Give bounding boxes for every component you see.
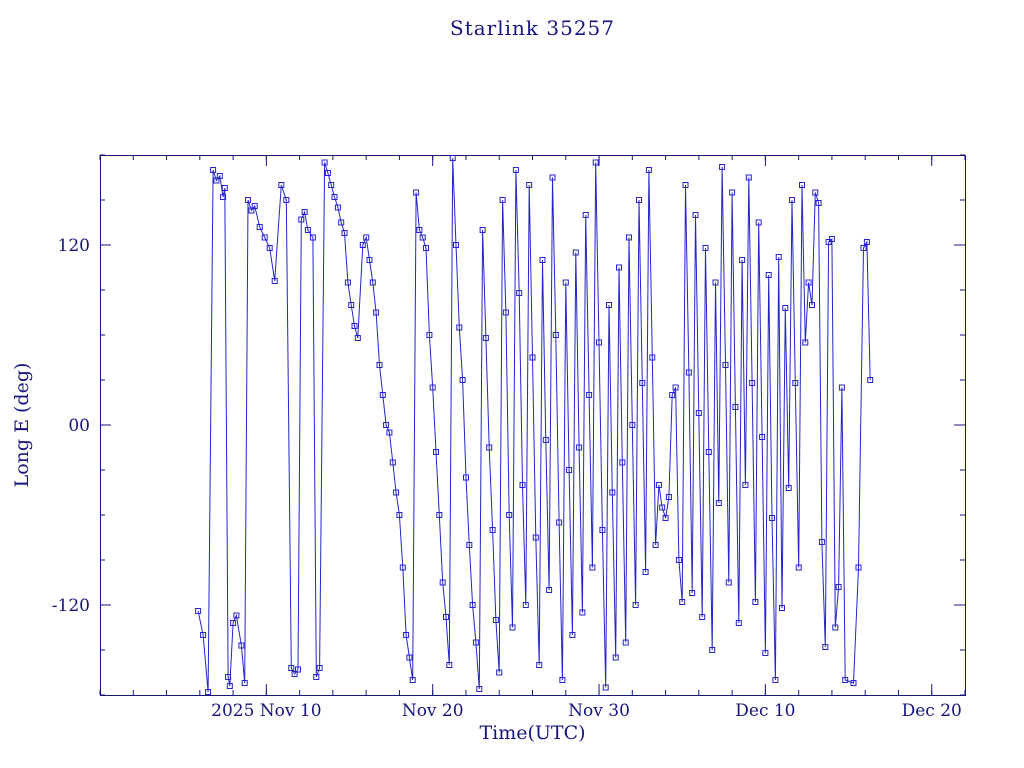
x-tick-label: Dec 10 [735, 701, 795, 721]
data-line [197, 157, 871, 693]
x-tick-label: Nov 30 [568, 701, 630, 721]
y-tick-label: -120 [52, 596, 90, 616]
data-series [195, 155, 874, 695]
plot-axes [99, 154, 966, 696]
chart-title: Starlink 35257 [450, 16, 615, 40]
x-axis-label: Time(UTC) [479, 722, 586, 744]
tick-labels: 2025 Nov 10 Nov 20 Nov 30 Dec 10 Dec 20 120 00… [52, 236, 962, 721]
x-tick-label: Dec 20 [902, 701, 962, 721]
data-markers [195, 155, 874, 695]
x-tick-label: 2025 Nov 10 [211, 701, 321, 721]
y-tick-label: 120 [58, 236, 90, 256]
y-axis-label: Long E (deg) [11, 362, 33, 488]
y-tick-label: 00 [68, 416, 90, 436]
x-tick-label: Nov 20 [402, 701, 464, 721]
